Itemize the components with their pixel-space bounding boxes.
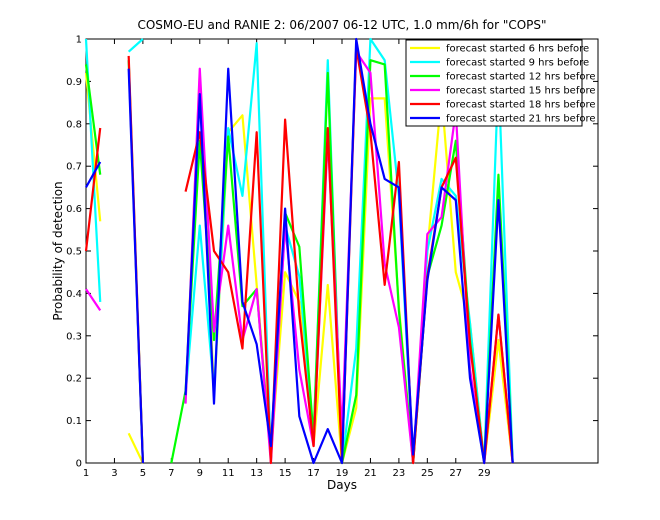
x-axis-title: Days bbox=[327, 478, 357, 492]
y-axis: 0 0.1 0.2 0.3 0.4 0.5 0.6 0.7 0.8 0.9 1 bbox=[66, 35, 598, 470]
series-line-6 bbox=[85, 37, 514, 465]
legend-label-1: forecast started 6 hrs before bbox=[446, 44, 589, 55]
y-tick-label: 0 bbox=[76, 459, 82, 470]
y-tick-label: 0.7 bbox=[66, 162, 82, 173]
x-tick-label: 25 bbox=[421, 468, 434, 479]
x-tick-label: 1 bbox=[83, 468, 89, 479]
y-tick-label: 0.8 bbox=[66, 119, 82, 130]
y-tick-label: 0.5 bbox=[66, 247, 82, 258]
y-tick-label: 0.4 bbox=[66, 289, 82, 300]
x-tick-label: 11 bbox=[222, 468, 235, 479]
y-tick-label: 0.6 bbox=[66, 204, 82, 215]
x-tick-label: 7 bbox=[168, 468, 174, 479]
x-tick-label: 3 bbox=[111, 468, 117, 479]
y-tick-label: 1 bbox=[76, 35, 82, 46]
y-tick-label: 0.3 bbox=[66, 331, 82, 342]
y-tick-label: 0.1 bbox=[66, 416, 82, 427]
y-tick-label: 0.2 bbox=[66, 374, 82, 385]
x-tick-label: 23 bbox=[393, 468, 406, 479]
legend-label-5: forecast started 18 hrs before bbox=[446, 100, 596, 111]
y-axis-title: Probability of detection bbox=[51, 181, 65, 320]
x-tick-label: 5 bbox=[140, 468, 146, 479]
legend-label-2: forecast started 9 hrs before bbox=[446, 58, 589, 69]
x-tick-label: 29 bbox=[478, 468, 491, 479]
legend-label-6: forecast started 21 hrs before bbox=[446, 114, 596, 125]
legend-label-4: forecast started 15 hrs before bbox=[446, 86, 596, 97]
y-tick-label: 0.9 bbox=[66, 77, 82, 88]
legend: forecast started 6 hrs before forecast st… bbox=[405, 39, 596, 127]
chart-title: COSMO-EU and RANIE 2: 06/2007 06-12 UTC,… bbox=[137, 18, 546, 32]
x-tick-label: 17 bbox=[307, 468, 320, 479]
x-tick-label: 13 bbox=[250, 468, 263, 479]
x-tick-label: 27 bbox=[449, 468, 462, 479]
legend-box bbox=[405, 39, 583, 127]
x-tick-label: 15 bbox=[279, 468, 292, 479]
x-tick-label: 9 bbox=[197, 468, 203, 479]
x-tick-label: 21 bbox=[364, 468, 377, 479]
series-lines bbox=[84, 37, 514, 465]
x-tick-label: 19 bbox=[336, 468, 349, 479]
legend-label-3: forecast started 12 hrs before bbox=[446, 72, 596, 83]
